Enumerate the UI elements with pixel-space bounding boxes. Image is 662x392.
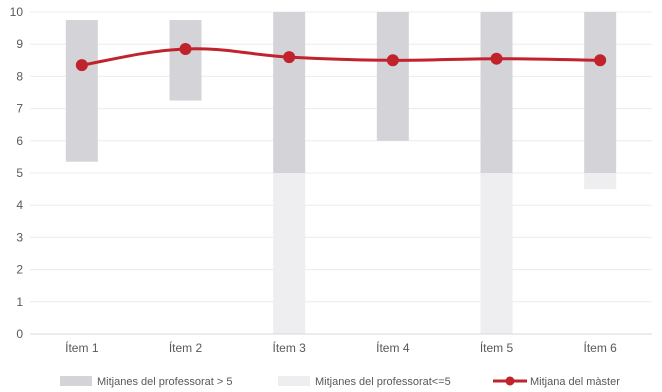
x-tick-label: Ítem 6 [583, 340, 617, 355]
axes: 0 1 2 3 4 5 6 7 8 9 10 Ítem 1 Ítem 2 Ítem 3 Ítem 4 Ítem… [10, 5, 652, 355]
range-bar [273, 173, 306, 334]
range-bars [65, 12, 617, 334]
legend: Mitjanes del professorat > 5 Mitjanes del… [60, 376, 620, 388]
x-tick-label: Ítem 3 [272, 340, 306, 355]
mean-point [75, 59, 88, 72]
range-bar [376, 12, 409, 141]
range-bar [169, 20, 202, 101]
range-bar [65, 20, 98, 162]
mean-point [594, 54, 607, 67]
legend-marker [505, 376, 515, 386]
range-bar [584, 173, 617, 190]
range-bar [584, 12, 617, 173]
y-tick-label: 9 [16, 37, 23, 51]
legend-label: Mitjana del màster [530, 376, 620, 388]
mean-point [490, 52, 503, 65]
mean-point [386, 54, 399, 67]
y-tick-label: 7 [16, 102, 23, 116]
mean-line [75, 43, 607, 72]
range-bar [480, 12, 513, 173]
y-tick-label: 10 [10, 5, 24, 19]
range-bar [480, 173, 513, 334]
y-tick-label: 2 [16, 263, 23, 277]
gridlines [30, 11, 652, 303]
mean-point [283, 51, 296, 64]
legend-label: Mitjanes del professorat > 5 [97, 376, 232, 388]
y-tick-label: 0 [16, 327, 23, 341]
mean-point [179, 43, 192, 56]
x-tick-label: Ítem 1 [65, 340, 99, 355]
y-tick-label: 5 [16, 166, 23, 180]
y-tick-label: 6 [16, 134, 23, 148]
mean-line-path [81, 47, 601, 67]
y-tick-label: 8 [16, 69, 23, 83]
x-tick-label: Ítem 2 [169, 340, 203, 355]
y-tick-label: 3 [16, 230, 23, 244]
x-tick-label: Ítem 5 [480, 340, 514, 355]
range-bar [273, 12, 306, 173]
y-tick-label: 1 [16, 295, 23, 309]
legend-swatch [278, 376, 310, 386]
legend-label: Mitjanes del professorat<=5 [315, 376, 451, 388]
y-tick-label: 4 [16, 198, 23, 212]
legend-swatch [60, 376, 92, 386]
x-tick-label: Ítem 4 [376, 340, 410, 355]
